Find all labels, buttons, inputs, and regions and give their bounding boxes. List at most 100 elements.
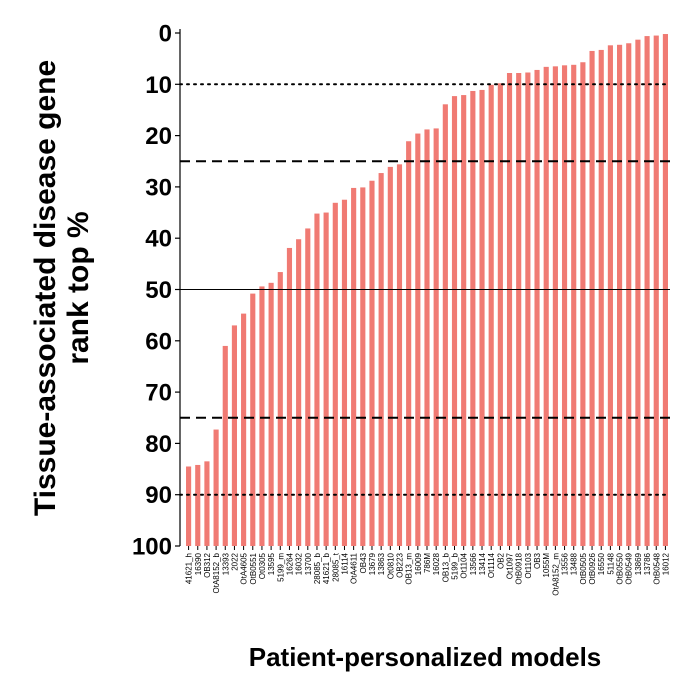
x-tick-label: Ot0305	[258, 552, 267, 579]
x-tick-label: 41621_h	[185, 553, 194, 584]
x-tick-label: OtB0505	[579, 552, 588, 584]
x-tick-label: Ot1097	[506, 552, 515, 579]
x-axis: 41621_h 16390 OB312 OtA8152_b 13393 2022 OtA46…	[185, 546, 670, 596]
x-tick-label: Ot1104	[460, 552, 469, 578]
x-tick-label: OB43	[359, 552, 368, 573]
bar-OB43	[360, 187, 366, 546]
bar-OB13_m	[406, 141, 412, 547]
bar-16550	[598, 49, 604, 547]
bar-5199_m	[277, 272, 283, 546]
bars-group	[186, 34, 668, 547]
bar-OtB0505	[580, 62, 586, 547]
bar-2022	[231, 325, 238, 546]
bar-OB13_b	[442, 104, 448, 546]
y-tick-label: 30	[145, 174, 172, 201]
bar-16009	[415, 133, 421, 547]
x-tick-label: OB312	[203, 552, 212, 577]
x-tick-label: 16390	[194, 552, 203, 575]
x-tick-label: 786M	[423, 553, 432, 573]
bar-OB223	[396, 164, 403, 546]
bar-Ot1114	[488, 84, 494, 546]
bar-OtB0548	[653, 35, 659, 547]
bar-Ot1103	[525, 72, 531, 546]
bar-OB3	[534, 69, 540, 546]
x-tick-label: 13786	[643, 552, 652, 575]
bar-16028	[433, 128, 439, 547]
x-tick-label: 16032	[295, 552, 304, 575]
x-tick-label: OB2	[496, 552, 505, 569]
bar-786M	[424, 129, 430, 546]
x-tick-label: 13488	[570, 552, 579, 575]
bar-Ot0810	[387, 166, 393, 546]
bar-OtB0550	[617, 44, 623, 547]
x-tick-label: Ot1103	[524, 552, 533, 578]
y-axis-label-line-2: rank top %	[62, 211, 95, 364]
x-tick-label: 13863	[377, 552, 386, 575]
x-tick-label: 1055M	[542, 553, 551, 578]
bar-13700	[305, 228, 311, 546]
y-tick-label: 10	[145, 72, 172, 99]
x-tick-label: 13414	[478, 552, 487, 575]
x-tick-label: Ot0810	[386, 552, 395, 579]
bar-16264	[286, 247, 293, 546]
x-tick-label: 13566	[469, 552, 478, 575]
x-tick-label: OtB0549	[625, 552, 634, 584]
bar-13556	[561, 65, 568, 546]
x-tick-label: 13869	[634, 552, 643, 575]
bar-13488	[571, 64, 577, 546]
bar-OtB0918	[516, 73, 522, 546]
y-tick-label: 70	[145, 380, 172, 407]
bar-16032	[296, 239, 302, 547]
x-tick-label: OtB0551	[249, 552, 258, 584]
x-tick-label: OtA4611	[350, 552, 359, 584]
bar-OtA4611	[351, 187, 357, 546]
y-tick-label: 90	[145, 482, 172, 509]
x-tick-label: OB13_b	[441, 552, 450, 582]
bar-OtB0551	[250, 293, 256, 546]
bar-13786	[644, 36, 650, 546]
bar-OtB0549	[626, 43, 632, 546]
bar-1055M	[543, 66, 549, 547]
x-tick-label: 2022	[230, 552, 239, 570]
x-tick-label: 16114	[340, 552, 349, 574]
x-tick-label: 16028	[432, 552, 441, 575]
x-tick-label: OB223	[395, 552, 404, 577]
x-tick-label: OB13_m	[405, 553, 414, 585]
bar-OtB0926	[589, 50, 595, 546]
bar-OtA8152_b	[213, 429, 219, 546]
bar-Ot0305	[259, 286, 265, 546]
bar-13679	[369, 180, 375, 547]
y-tick-label: 20	[145, 123, 172, 150]
bar-OB2	[497, 83, 503, 547]
y-tick-label: 100	[132, 534, 172, 561]
bar-13566	[470, 90, 476, 546]
bar-OtA8152_m	[552, 66, 558, 546]
x-tick-label: 51148	[606, 552, 615, 574]
x-tick-label: 13679	[368, 552, 377, 575]
bar-28085_t	[332, 202, 338, 547]
bar-13863	[378, 173, 384, 547]
bar-16114	[341, 199, 348, 546]
x-tick-label: 5199_b	[451, 552, 460, 579]
x-tick-label: 13595	[267, 552, 276, 575]
x-tick-label: OtA8152_m	[551, 553, 560, 596]
bar-13414	[479, 89, 485, 546]
y-tick-label: 40	[145, 226, 172, 253]
bar-41621_h	[186, 466, 192, 546]
x-tick-label: 16264	[285, 552, 294, 575]
bar-Ot1097	[506, 73, 513, 546]
bar-5199_b	[451, 96, 458, 546]
bar-13595	[268, 282, 274, 546]
y-tick-label: 0	[159, 21, 172, 48]
bar-13393	[222, 345, 228, 546]
x-tick-label: 5199_m	[276, 553, 285, 582]
bar-41621_b	[323, 212, 329, 547]
bar-16390	[195, 464, 201, 546]
bar-Ot1104	[461, 95, 467, 546]
y-tick-label: 80	[145, 431, 172, 458]
x-tick-label: OtB0550	[616, 552, 625, 584]
y-tick-label: 50	[145, 277, 172, 304]
x-tick-label: 13700	[304, 552, 313, 575]
x-axis-label: Patient-personalized models	[249, 642, 602, 672]
